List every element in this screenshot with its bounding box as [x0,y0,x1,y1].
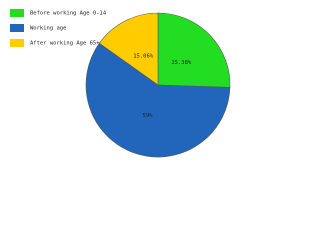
pie-slice [157,12,231,88]
pie-slice [98,12,159,86]
legend-label: Before working Age 0-14 [30,11,107,17]
legend-swatch [10,39,24,47]
slice-label: 25.38% [171,60,192,66]
legend-swatch [10,9,24,17]
slice-label: 59% [143,113,154,119]
legend-label: Working age [30,26,66,32]
page: {"chart_data": {"type": "pie", "categori… [10,9,231,158]
chart: 25.38% 59% 15.06% Before working Age 0-14 Wo… [10,9,231,158]
legend-swatch [10,24,24,32]
slice-label: 15.06% [133,54,154,60]
pie-slice [85,42,231,158]
legend-label: After working Age 65+ [30,41,100,47]
